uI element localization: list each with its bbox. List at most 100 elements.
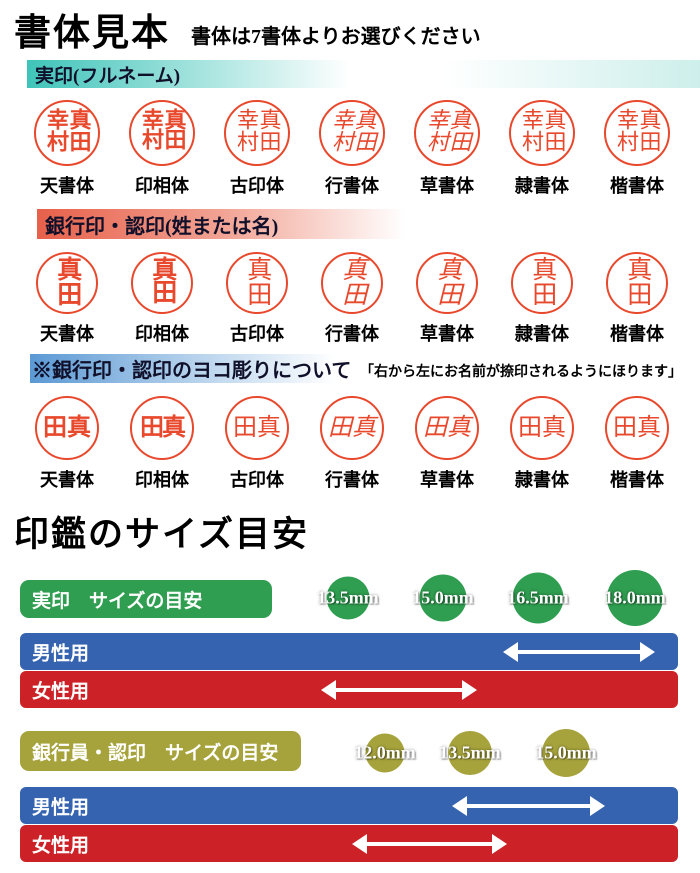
seal-stamp-circle: 真田幸村	[604, 100, 670, 166]
seal-imprint-text: 真田幸村	[614, 108, 662, 152]
seal-stamp-circle: 真田幸村	[319, 100, 385, 166]
seal-stamp-circle: 真田幸村	[34, 100, 100, 166]
seal-sample-koin: 真田 古印体	[212, 252, 302, 346]
size-bar-female-jitsuin: 女性用	[20, 671, 678, 708]
font-name-label: 行書体	[325, 324, 379, 344]
seal-stamp-circle: 真田	[226, 252, 288, 314]
arrow-shaft	[329, 687, 469, 692]
size-label: 15.0mm	[412, 587, 474, 608]
seal-sample-kaisho: 真田 楷書体	[592, 252, 682, 346]
seal-sample-tensho: 田真 天書体	[22, 396, 112, 492]
gender-bar-label: 男性用	[32, 643, 90, 664]
seal-sample-koin: 田真 古印体	[212, 396, 302, 492]
font-name-label: 隷書体	[515, 176, 569, 196]
seal-sample-tensho: 真田幸村 天書体	[22, 100, 112, 198]
seal-imprint-text: 真田幸村	[44, 108, 92, 152]
arrow-shaft	[511, 649, 647, 654]
seal-imprint-text: 真田	[243, 256, 271, 306]
font-name-label: 草書体	[420, 324, 474, 344]
seal-sample-insou: 真田 印相体	[117, 252, 207, 346]
font-name-label: 天書体	[40, 470, 94, 490]
seal-row-bank: 真田 天書体 真田 印相体 真田 古印体 真田 行書体 真田 草書体	[22, 252, 682, 346]
seal-stamp-circle: 真田	[416, 252, 478, 314]
font-name-label: 古印体	[230, 324, 284, 344]
seal-sample-insou: 田真 印相体	[117, 396, 207, 492]
size-label: 15.0mm	[535, 742, 597, 763]
seal-imprint-text: 田真	[140, 415, 186, 441]
font-name-label: 印相体	[135, 324, 189, 344]
seal-row-yoko: 田真 天書体 田真 印相体 田真 古印体 田真 行書体 田真 草書体	[22, 396, 682, 492]
arrow-shaft	[360, 841, 499, 846]
seal-imprint-text: 田真	[518, 415, 566, 441]
seal-stamp-circle: 田真	[510, 396, 574, 460]
seal-sample-insou: 真田幸村 印相体	[117, 100, 207, 198]
seal-stamp-circle: 田真	[320, 396, 384, 460]
arrow-shaft	[460, 803, 597, 808]
section-header-yoko: ※銀行印・認印のヨコ彫りについて	[30, 354, 362, 383]
seal-sample-gyousho: 真田幸村 行書体	[307, 100, 397, 198]
seal-sample-reisho: 田真 隷書体	[497, 396, 587, 492]
range-arrow	[452, 795, 605, 816]
size-bar-male-jitsuin: 男性用	[20, 633, 678, 670]
seal-imprint-text: 真田幸村	[424, 108, 472, 152]
seal-stamp-circle: 真田	[606, 252, 668, 314]
bank-size-pill: 銀行員・認印 サイズの目安	[20, 731, 301, 771]
seal-stamp-circle: 真田	[511, 252, 573, 314]
font-name-label: 隷書体	[515, 470, 569, 490]
seal-stamp-circle: 真田幸村	[414, 100, 480, 166]
seal-stamp-circle: 真田幸村	[224, 100, 290, 166]
yoko-carving-note: 「右から左にお名前が捺印されるようにほります」	[360, 365, 682, 380]
font-name-label: 印相体	[135, 470, 189, 490]
seal-sample-sousho: 真田 草書体	[402, 252, 492, 346]
gender-bar-label: 女性用	[32, 835, 90, 856]
seal-sample-koin: 真田幸村 古印体	[212, 100, 302, 198]
seal-imprint-text: 真田	[433, 256, 461, 306]
seal-imprint-text: 真田	[338, 256, 366, 306]
seal-imprint-text: 真田幸村	[139, 108, 187, 148]
gender-bar-label: 男性用	[32, 797, 90, 818]
size-label: 16.5mm	[507, 587, 569, 608]
size-dot	[365, 733, 405, 773]
size-guide-title: 印鑑のサイズ目安	[14, 515, 309, 554]
seal-imprint-text: 田真	[423, 415, 471, 441]
seal-stamp-circle: 真田	[131, 252, 193, 314]
jitsuin-size-pill-label: 実印 サイズの目安	[32, 590, 203, 612]
bank-size-pill-label: 銀行員・認印 サイズの目安	[32, 742, 279, 764]
seal-stamp-circle: 真田幸村	[509, 100, 575, 166]
size-label: 13.5mm	[317, 587, 379, 608]
seal-imprint-text: 真田	[623, 256, 651, 306]
seal-sample-reisho: 真田幸村 隷書体	[497, 100, 587, 198]
range-arrow	[352, 833, 507, 854]
section-header-jitsuin: 実印(フルネーム)	[27, 60, 700, 88]
size-dot	[542, 729, 590, 777]
section-header-jitsuin-label: 実印(フルネーム)	[35, 65, 181, 87]
seal-sample-kaisho: 真田幸村 楷書体	[592, 100, 682, 198]
font-name-label: 草書体	[420, 176, 474, 196]
seal-imprint-text: 田真	[613, 415, 661, 441]
font-name-label: 印相体	[135, 176, 189, 196]
seal-imprint-text: 真田幸村	[329, 108, 377, 152]
font-name-label: 行書体	[325, 176, 379, 196]
section-header-bank-label: 銀行印・認印(姓または名)	[45, 215, 279, 238]
size-dot	[512, 572, 564, 624]
size-dot	[607, 570, 663, 626]
seal-sample-tensho: 真田 天書体	[22, 252, 112, 346]
seal-imprint-text: 田真	[233, 415, 281, 441]
seal-stamp-circle: 田真	[605, 396, 669, 460]
font-name-label: 古印体	[230, 176, 284, 196]
size-bar-male-bank: 男性用	[20, 787, 678, 824]
size-bar-female-bank: 女性用	[20, 825, 678, 862]
seal-sample-gyousho: 真田 行書体	[307, 252, 397, 346]
size-dot	[326, 576, 370, 620]
seal-sample-sousho: 真田幸村 草書体	[402, 100, 492, 198]
jitsuin-size-pill: 実印 サイズの目安	[20, 580, 272, 618]
seal-stamp-circle: 真田	[36, 252, 98, 314]
seal-stamp-circle: 田真	[35, 396, 99, 460]
font-name-label: 天書体	[40, 324, 94, 344]
seal-sample-gyousho: 田真 行書体	[307, 396, 397, 492]
font-name-label: 天書体	[40, 176, 94, 196]
font-name-label: 行書体	[325, 470, 379, 490]
size-dot	[448, 731, 492, 775]
seal-imprint-text: 真田	[528, 256, 556, 306]
page-subtitle: 書体は7書体よりお選びください	[191, 26, 481, 48]
